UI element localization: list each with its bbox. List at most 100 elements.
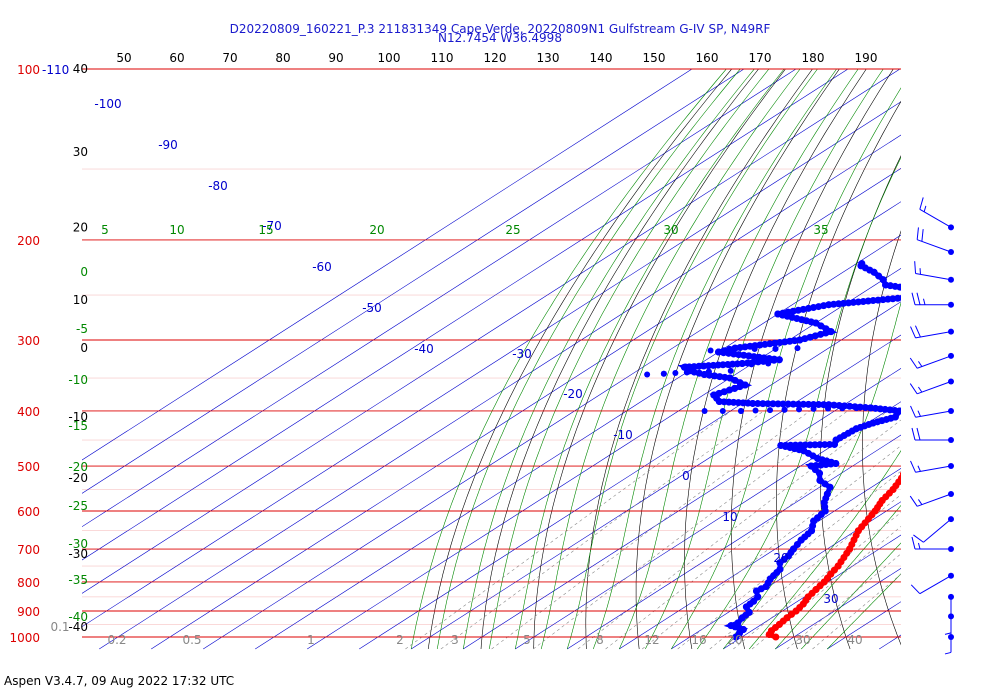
isotherm-line (619, 468, 901, 650)
temperature-point (925, 431, 932, 438)
dewpoint-dotted-point (727, 367, 734, 374)
dewpoint-point (721, 373, 729, 381)
temperature-point (929, 423, 936, 430)
isotherm-label: 20 (773, 551, 788, 565)
mixing-ratio-line (642, 445, 901, 650)
dewpoint-point (791, 441, 799, 449)
top-scale-label: 110 (431, 51, 454, 65)
dewpoint-dotted-point (660, 370, 667, 377)
temperature-point (963, 362, 970, 369)
moist-adiabat-line (826, 573, 901, 650)
dewpoint-point (804, 400, 812, 408)
temperature-point (944, 401, 951, 408)
moist-adiabat-line (514, 69, 785, 650)
dewpoint-dotted-point (765, 360, 772, 367)
dewpoint-dotted-point (705, 368, 712, 375)
pressure-tick-label: 200 (17, 234, 40, 248)
dewpoint-point (738, 360, 746, 368)
dewpoint-dotted-point (853, 405, 860, 412)
mixing-ratio-label: 8 (596, 633, 604, 647)
temperature-point (932, 415, 939, 422)
temperature-point (995, 254, 1000, 261)
dewpoint-dotted-point (644, 371, 651, 378)
moist-adiabat-line (774, 504, 901, 650)
wind-barb-full-flag (913, 534, 924, 543)
isotherm-line (463, 367, 901, 650)
temperature-point (957, 381, 964, 388)
moist-adiabat-label: 30 (663, 223, 678, 237)
isotherm-label: -90 (158, 138, 178, 152)
dry-adiabat-line (480, 69, 759, 650)
dry-adiabat-line (943, 69, 1000, 649)
dewpoint-point (789, 400, 797, 408)
height-tick-label: 30 (73, 145, 88, 159)
temperature-point (986, 281, 993, 288)
wind-barb-full-flag (911, 292, 916, 305)
wind-barbs (909, 197, 954, 655)
pressure-tick-label: 500 (17, 460, 40, 474)
temperature-point (977, 315, 984, 322)
temperature-point (971, 342, 978, 349)
mixing-ratio-line (677, 470, 901, 650)
isotherm-line (255, 234, 901, 650)
dry-adiabat-line (776, 100, 901, 650)
wind-barb-staff (917, 239, 952, 253)
isotherm-label: 30 (823, 592, 838, 606)
temperature-point (989, 273, 996, 280)
dewpoint-dotted-point (752, 407, 759, 414)
dewpoint-point (929, 292, 936, 299)
isotherm-label: -10 (613, 428, 633, 442)
temperature-point (966, 357, 973, 364)
mixing-ratio-line (709, 494, 901, 650)
wind-barb-full-flag (909, 383, 918, 395)
top-scale-label: 120 (484, 51, 507, 65)
sounding-profiles (644, 254, 1000, 641)
mixing-ratio-line (405, 410, 732, 650)
temperature-point (927, 427, 934, 434)
dewpoint-point (750, 353, 758, 361)
wind-barb-staff (915, 410, 952, 418)
dewpoint-dotted-point (726, 362, 733, 369)
dewpoint-point (760, 354, 768, 362)
top-scale-label: 140 (590, 51, 613, 65)
temperature-point (931, 420, 938, 427)
top-temperature-label: -110 (42, 63, 69, 77)
wind-barb-full-flag (910, 460, 917, 473)
isotherm-line (723, 534, 901, 650)
mixing-ratio-label: 3 (451, 633, 459, 647)
dewpoint-dotted-point (867, 404, 874, 411)
temperature-point (920, 438, 927, 445)
mixing-ratio-label: 30 (795, 633, 810, 647)
moist-adiabat-label: 10 (169, 223, 184, 237)
temperature-point (975, 325, 982, 332)
mixing-ratio-line (533, 410, 848, 650)
temperature-point (985, 286, 992, 293)
temperature-point (915, 445, 922, 452)
wind-barb-full-flag (909, 495, 918, 507)
wind-barb-full-flag (910, 326, 917, 339)
temperature-point (772, 633, 780, 641)
temperature-point (951, 395, 958, 402)
dewpoint-dotted-point (751, 345, 758, 352)
dewpoint-point (755, 353, 763, 361)
dewpoint-point (810, 400, 818, 408)
temperature-point (978, 310, 985, 317)
dry-adiabat-line (862, 230, 901, 646)
isotherm-line (151, 167, 901, 650)
dewpoint-point (916, 287, 923, 294)
dry-adiabat-line (730, 69, 894, 650)
pressure-tick-label: 900 (17, 605, 40, 619)
mixing-ratio-label: 40 (847, 633, 862, 647)
mixing-ratio-line (440, 410, 764, 650)
wind-barb-half-flag (917, 386, 923, 393)
isotherm-line (567, 434, 901, 650)
dewpoint-point (901, 284, 908, 291)
dewpoint-point (782, 441, 790, 449)
mixing-ratio-line (491, 410, 810, 650)
temperature-point (925, 431, 932, 438)
mixing-ratio-line (577, 410, 888, 650)
temperature-point (983, 291, 990, 298)
isotherm-line (82, 69, 901, 594)
temperature-point (913, 449, 920, 456)
mixing-ratio-label: 16 (691, 633, 706, 647)
